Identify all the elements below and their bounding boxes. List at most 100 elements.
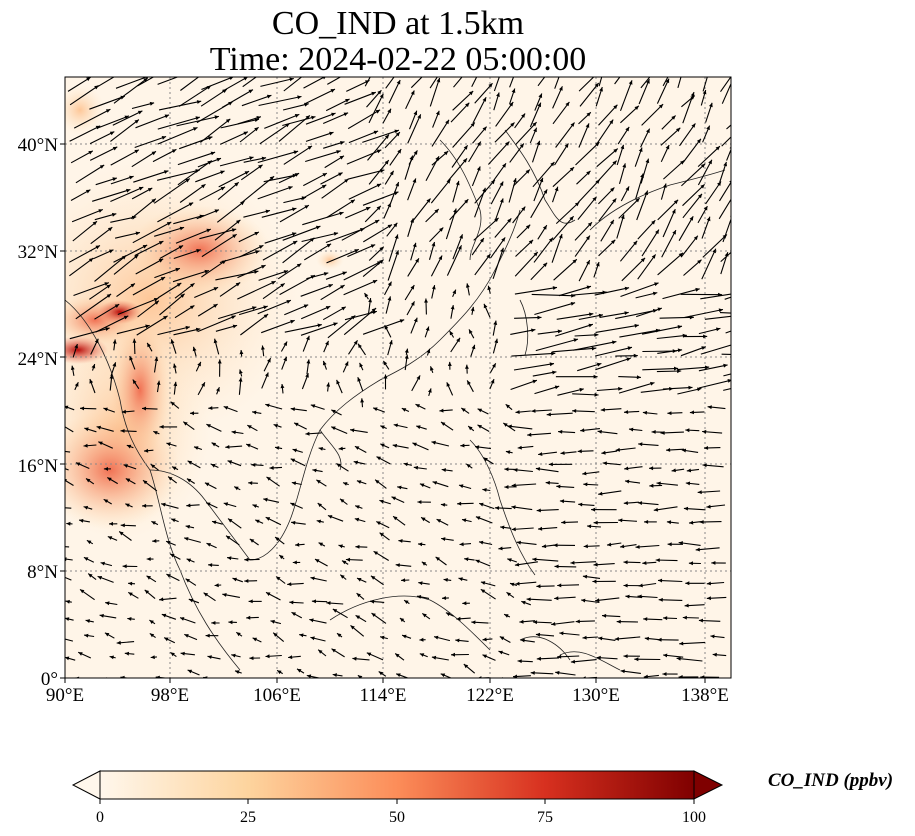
wind-vector-head <box>109 521 113 526</box>
wind-vector <box>595 346 633 357</box>
wind-vector-head <box>143 77 148 82</box>
wind-vector <box>698 379 731 389</box>
wind-vector-head <box>640 257 646 263</box>
wind-vector <box>346 149 382 165</box>
wind-vector <box>347 244 376 258</box>
wind-vector-head <box>676 656 681 661</box>
wind-vector-head <box>292 560 297 565</box>
wind-vector <box>322 306 347 321</box>
wind-vector-head <box>413 150 418 155</box>
wind-vector-head <box>500 247 504 253</box>
wind-vector-head <box>353 460 359 465</box>
wind-vector-head <box>266 592 271 596</box>
wind-vector <box>69 125 101 142</box>
wind-vector-head <box>589 312 594 317</box>
wind-vector-head <box>310 576 315 581</box>
wind-vector-head <box>332 609 338 613</box>
wind-vector-head <box>440 673 446 678</box>
wind-vector-head <box>170 652 175 657</box>
wind-vector-head <box>680 160 685 165</box>
wind-vector-head <box>207 655 212 659</box>
wind-vector <box>388 79 401 104</box>
wind-vector-head <box>339 211 344 216</box>
wind-vector-head <box>700 184 705 189</box>
wind-vector-head <box>170 553 175 558</box>
wind-vector <box>90 226 113 245</box>
wind-vector-head <box>671 209 676 214</box>
wind-vector-head <box>732 74 736 79</box>
wind-vector <box>363 224 393 243</box>
wind-vector-head <box>431 655 437 660</box>
wind-vector-head <box>413 465 419 470</box>
wind-vector-head <box>120 675 125 678</box>
wind-vector <box>620 282 659 298</box>
wind-vector <box>110 186 144 203</box>
wind-vector-head <box>216 157 221 162</box>
wind-vector-head <box>366 652 372 657</box>
wind-vector <box>65 576 72 581</box>
wind-vector <box>65 638 74 642</box>
wind-vector-head <box>686 468 692 473</box>
wind-vector-head <box>283 270 289 274</box>
wind-vector-head <box>681 448 687 453</box>
wind-vector-head <box>514 562 520 567</box>
wind-vector-head <box>231 653 236 658</box>
wind-vector-head <box>436 78 441 83</box>
wind-vector-head <box>410 285 415 290</box>
wind-vector-head <box>154 300 159 305</box>
wind-vector-head <box>380 443 385 448</box>
wind-vector-head <box>196 100 202 104</box>
wind-vector-head <box>120 95 125 100</box>
wind-vector-head <box>682 333 687 338</box>
wind-vector <box>514 316 542 319</box>
wind-vector-head <box>644 190 648 196</box>
wind-vector <box>131 150 157 168</box>
wind-vector <box>368 159 390 185</box>
wind-vector-head <box>248 481 253 485</box>
wind-vector <box>347 169 385 180</box>
wind-vector-head <box>593 562 598 567</box>
wind-vector-head <box>456 616 461 621</box>
wind-vector-head <box>440 503 446 507</box>
wind-vector <box>704 315 731 320</box>
wind-vector-head <box>89 379 94 384</box>
wind-vector-head <box>232 577 237 582</box>
wind-vector-head <box>463 145 468 150</box>
wind-vector-head <box>658 597 663 602</box>
wind-vector-head <box>142 406 147 411</box>
wind-vector <box>259 122 290 145</box>
colorbar-tick-label: 25 <box>240 809 256 826</box>
wind-vector <box>348 130 379 144</box>
wind-vector-head <box>357 578 362 582</box>
wind-vector-head <box>625 594 630 599</box>
wind-vector <box>637 219 656 240</box>
wind-vector-head <box>353 340 358 345</box>
wind-vector-head <box>704 446 709 450</box>
wind-vector-head <box>393 516 398 521</box>
wind-vector-head <box>290 502 295 507</box>
wind-vector <box>577 196 597 220</box>
wind-vector-head <box>614 636 619 641</box>
wind-vector-head <box>354 446 360 450</box>
wind-vector-head <box>53 544 57 548</box>
wind-vector-head <box>697 387 702 392</box>
wind-vector-head <box>330 89 335 93</box>
wind-vector-head <box>477 408 483 413</box>
wind-vector-head <box>292 448 297 453</box>
wind-vector-head <box>638 147 643 152</box>
wind-vector <box>305 112 336 125</box>
wind-vector-head <box>357 377 362 382</box>
wind-vector <box>531 293 576 297</box>
wind-vector <box>75 293 112 320</box>
wind-vector-head <box>375 109 381 114</box>
wind-vector <box>362 129 400 143</box>
wind-vector-head <box>605 678 609 682</box>
wind-vector <box>579 82 600 107</box>
wind-vector-head <box>416 425 421 430</box>
wind-vector-head <box>244 679 248 683</box>
wind-vector <box>641 103 664 126</box>
wind-vector <box>199 186 226 201</box>
wind-vector-head <box>120 429 125 433</box>
wind-vector-head <box>480 238 484 243</box>
colorbar-tick-label: 75 <box>537 809 553 826</box>
